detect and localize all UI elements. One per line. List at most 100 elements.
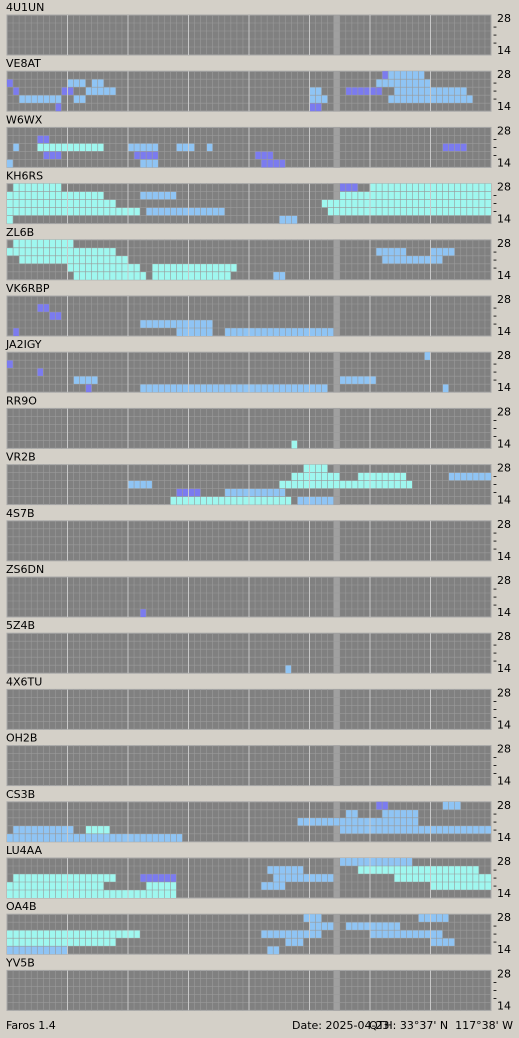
spot-cell bbox=[454, 191, 461, 200]
spot-cell bbox=[406, 95, 413, 104]
spot-cell bbox=[436, 199, 443, 208]
spot-cell bbox=[200, 496, 207, 505]
spot-cell bbox=[291, 938, 298, 947]
spot-cell bbox=[412, 207, 419, 216]
hour-lines bbox=[67, 914, 431, 955]
spot-cell bbox=[31, 882, 38, 890]
spot-cell bbox=[273, 946, 280, 955]
spot-cell bbox=[97, 882, 104, 890]
spot-cell bbox=[448, 472, 455, 481]
spot-cell bbox=[91, 930, 98, 939]
spot-cell bbox=[194, 488, 201, 497]
spot-cell bbox=[49, 890, 56, 898]
spot-cell bbox=[285, 866, 292, 874]
spot-cell bbox=[400, 858, 407, 866]
spot-cell bbox=[285, 480, 292, 489]
spot-cell bbox=[121, 930, 128, 939]
spot-cell bbox=[448, 95, 455, 104]
spot-cell bbox=[158, 271, 165, 280]
spot-cell bbox=[242, 384, 249, 393]
spot-cell bbox=[388, 817, 395, 826]
spot-cell bbox=[91, 825, 98, 834]
spot-cell bbox=[436, 882, 443, 890]
spot-cell bbox=[7, 79, 14, 88]
spot-cell bbox=[370, 930, 377, 939]
spot-cell bbox=[55, 890, 62, 898]
spot-cell bbox=[31, 183, 38, 192]
spot-cell bbox=[394, 79, 401, 88]
spot-cell bbox=[315, 103, 322, 112]
spot-cell bbox=[279, 488, 286, 497]
spot-cell bbox=[97, 191, 104, 200]
spot-cell bbox=[309, 464, 316, 473]
spot-cell bbox=[73, 79, 80, 88]
spot-cell bbox=[176, 263, 183, 272]
spot-cell bbox=[218, 384, 225, 393]
station-call: 4X6TU bbox=[6, 675, 42, 688]
spot-cell bbox=[351, 809, 358, 818]
band-dash: - bbox=[493, 983, 497, 996]
spot-cell bbox=[376, 79, 383, 88]
spot-cell bbox=[55, 239, 62, 248]
spot-cell bbox=[146, 151, 153, 160]
spot-cell bbox=[297, 874, 304, 882]
spot-cell bbox=[128, 263, 135, 272]
spot-cell bbox=[31, 255, 38, 264]
station-call: JA2IGY bbox=[5, 338, 42, 351]
spot-cell bbox=[424, 866, 431, 874]
spot-cell bbox=[31, 833, 38, 842]
spot-cell bbox=[13, 890, 20, 898]
band-dash: - bbox=[493, 638, 497, 651]
spot-cell bbox=[382, 801, 389, 810]
spot-cell bbox=[309, 103, 316, 112]
spot-cell bbox=[472, 191, 479, 200]
spot-cell bbox=[146, 833, 153, 842]
spot-cell bbox=[212, 263, 219, 272]
spot-cell bbox=[376, 191, 383, 200]
spot-cell bbox=[406, 866, 413, 874]
spot-cell bbox=[321, 95, 328, 104]
spot-cell bbox=[345, 376, 352, 385]
spot-cell bbox=[134, 930, 141, 939]
spot-cell bbox=[194, 328, 201, 336]
spot-cell bbox=[261, 328, 268, 336]
spot-cell bbox=[85, 263, 92, 272]
spot-cell bbox=[37, 938, 44, 947]
spot-cell bbox=[134, 271, 141, 280]
spot-cell bbox=[85, 376, 92, 385]
spot-cell bbox=[73, 199, 80, 208]
spot-cell bbox=[37, 199, 44, 208]
spot-cell bbox=[370, 825, 377, 834]
spot-cell bbox=[152, 159, 159, 168]
band-dash: - bbox=[493, 526, 497, 539]
spot-cell bbox=[309, 930, 316, 939]
spot-cell bbox=[206, 328, 213, 336]
spot-cell bbox=[55, 191, 62, 200]
spot-cell bbox=[67, 833, 74, 842]
spot-cell bbox=[37, 239, 44, 248]
band-top: 28 bbox=[497, 68, 511, 81]
spot-cell bbox=[97, 247, 104, 256]
spot-cell bbox=[25, 825, 32, 834]
spot-cell bbox=[357, 87, 364, 96]
spot-cell bbox=[400, 930, 407, 939]
spot-cell bbox=[261, 159, 268, 168]
spot-cell bbox=[436, 247, 443, 256]
time-marker bbox=[333, 745, 340, 786]
spot-cell bbox=[91, 833, 98, 842]
spot-cell bbox=[61, 833, 68, 842]
spot-cell bbox=[85, 87, 92, 96]
spot-cell bbox=[285, 384, 292, 393]
time-marker bbox=[333, 633, 340, 674]
spot-cell bbox=[394, 825, 401, 834]
spot-cell bbox=[61, 938, 68, 947]
band-top: 28 bbox=[497, 293, 511, 306]
spot-cell bbox=[200, 263, 207, 272]
spot-cell bbox=[345, 809, 352, 818]
band-top: 28 bbox=[497, 911, 511, 924]
spot-cell bbox=[109, 890, 116, 898]
spot-cell bbox=[297, 480, 304, 489]
spot-cell bbox=[351, 191, 358, 200]
spot-cell bbox=[394, 247, 401, 256]
spot-cell bbox=[303, 480, 310, 489]
